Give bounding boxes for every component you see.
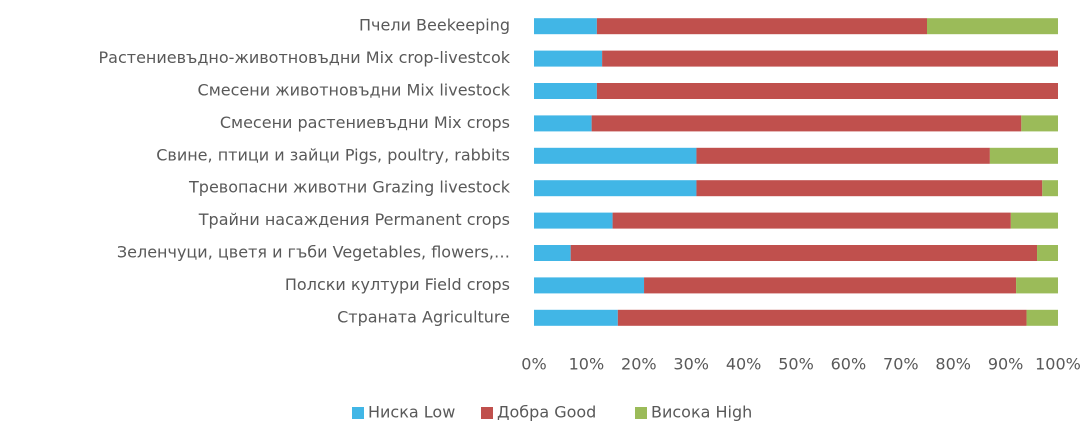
x-tick-label: 80% (935, 355, 971, 374)
bar-segment (696, 147, 990, 164)
bar-segment (534, 180, 697, 197)
category-label: Страната Agriculture (337, 307, 510, 326)
bar-segment (1026, 309, 1058, 326)
bar-segment (534, 309, 618, 326)
category-label: Пчели Beekeeping (359, 16, 510, 35)
category-label: Смесени животновъдни Mix livestock (198, 81, 511, 100)
bar-segment (1016, 277, 1058, 294)
legend-label: Ниска Low (368, 403, 455, 422)
bar-segment (989, 147, 1058, 164)
bar-segment (644, 277, 1017, 294)
bar-segment (602, 50, 1058, 67)
x-tick-label: 60% (831, 355, 867, 374)
legend-swatch (635, 407, 647, 419)
x-tick-label: 70% (883, 355, 919, 374)
bar-segment (927, 18, 1058, 35)
bar-segment (534, 147, 697, 164)
bar-segment (617, 309, 1027, 326)
bar-segment (1042, 180, 1058, 197)
category-label: Свине, птици и зайци Pigs, poultry, rabb… (156, 145, 510, 164)
bar-segment (534, 212, 613, 229)
bar-segment (534, 245, 571, 261)
bar-segment (596, 83, 1058, 99)
x-tick-label: 30% (673, 355, 709, 374)
bar-segment (534, 18, 597, 35)
category-label: Растениевъдно-животновъдни Mix crop-live… (99, 48, 511, 67)
legend-label: Висока High (651, 403, 752, 422)
x-tick-label: 40% (726, 355, 762, 374)
category-label: Зеленчуци, цветя и гъби Vegetables, flow… (117, 243, 510, 262)
bar-segment (534, 83, 597, 99)
x-tick-label: 10% (569, 355, 605, 374)
bar-segment (612, 212, 1011, 229)
x-tick-label: 100% (1035, 355, 1081, 374)
bar-segment (591, 115, 1022, 132)
bar-segment (570, 245, 1038, 261)
bar-segment (1021, 115, 1058, 132)
bar-segment (534, 115, 592, 132)
x-tick-label: 0% (521, 355, 546, 374)
category-label: Тревопасни животни Grazing livestock (188, 178, 511, 197)
x-tick-label: 20% (621, 355, 657, 374)
bar-segment (696, 180, 1043, 197)
legend-swatch (481, 407, 493, 419)
category-label: Смесени растениевъдни Mix crops (220, 113, 510, 132)
bar-segment (534, 50, 603, 67)
category-label: Трайни насаждения Permanent crops (198, 210, 510, 229)
x-tick-label: 90% (988, 355, 1024, 374)
bar-segment (1037, 245, 1058, 261)
bar-segment (596, 18, 927, 35)
legend-label: Добра Good (497, 403, 596, 422)
bar-segment (1010, 212, 1058, 229)
legend-swatch (352, 407, 364, 419)
x-tick-label: 50% (778, 355, 814, 374)
bar-segment (534, 277, 645, 294)
category-label: Полски култури Field crops (285, 275, 510, 294)
